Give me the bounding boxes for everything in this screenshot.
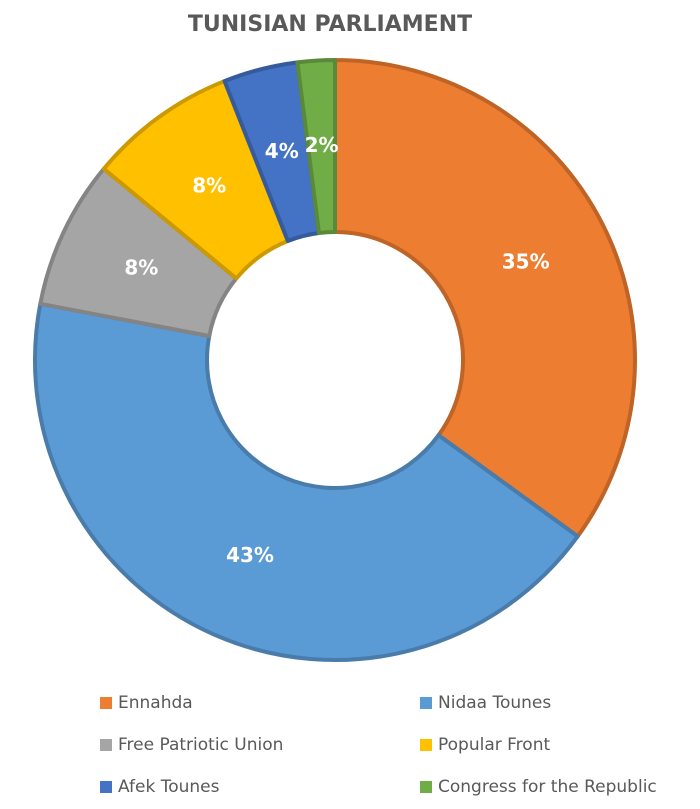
legend-marker xyxy=(420,781,432,793)
legend-label: Afek Tounes xyxy=(118,777,220,797)
legend-marker xyxy=(420,697,432,709)
legend-marker xyxy=(100,739,112,751)
legend-label: Popular Front xyxy=(438,735,550,755)
legend-marker xyxy=(420,739,432,751)
legend-marker xyxy=(100,697,112,709)
data-label: 8% xyxy=(124,255,158,279)
slice xyxy=(33,301,580,662)
legend-label: Free Patriotic Union xyxy=(118,735,283,755)
legend-label: Ennahda xyxy=(118,693,193,713)
legend-label: Congress for the Republic xyxy=(438,777,657,797)
slice xyxy=(295,58,337,236)
legend-marker xyxy=(100,781,112,793)
data-label: 4% xyxy=(265,139,299,163)
chart-title: TUNISIAN PARLIAMENT xyxy=(188,12,472,37)
slice xyxy=(333,58,637,539)
data-label: 35% xyxy=(502,249,550,273)
data-label: 8% xyxy=(192,173,226,197)
legend-label: Nidaa Tounes xyxy=(438,693,551,713)
data-label: 2% xyxy=(305,133,339,157)
data-label: 43% xyxy=(226,543,274,567)
